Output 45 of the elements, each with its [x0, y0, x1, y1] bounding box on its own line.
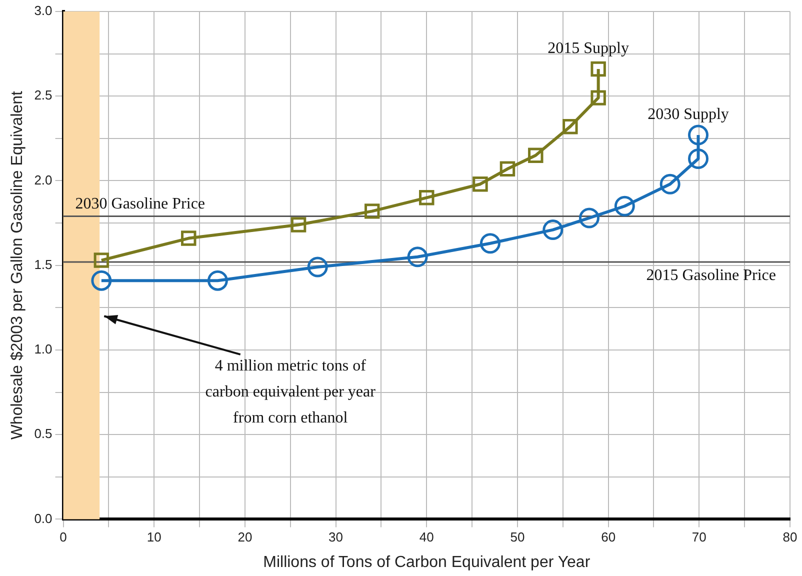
point — [578, 208, 600, 228]
point — [91, 270, 112, 291]
y-tick-label: 1.5 — [34, 256, 52, 272]
point — [660, 174, 680, 194]
point — [307, 256, 328, 278]
y-tick-label: 3.0 — [34, 3, 52, 18]
point — [500, 161, 516, 176]
point — [290, 217, 306, 232]
point — [688, 148, 708, 169]
x-tick-label: 0 — [60, 530, 67, 545]
point — [419, 190, 434, 206]
text: 0.0 — [34, 510, 52, 526]
y-tick-label: 0.5 — [34, 426, 52, 442]
x-axis-title: Millions of Tons of Carbon Equivalent per Year — [263, 554, 591, 571]
x-tick-label: 40 — [419, 530, 434, 545]
point — [207, 270, 228, 291]
y-tick-label: 2.5 — [34, 88, 52, 103]
y-tick-label: 2.0 — [34, 172, 52, 188]
annotation: 4 million metric tons of carbon equivalent per year from corn ethanol — [205, 358, 376, 427]
point — [562, 118, 578, 134]
point — [94, 252, 110, 268]
point — [688, 124, 708, 146]
point — [528, 148, 544, 163]
ref-line-label: 2030 Gasoline Price — [75, 195, 206, 212]
point — [472, 176, 488, 192]
y-tick-label: 1.0 — [34, 342, 52, 357]
point — [590, 90, 606, 106]
x-tick-label: 50 — [510, 530, 525, 545]
x-tick-label: 20 — [238, 530, 252, 545]
series-label: 2015 Supply — [548, 40, 629, 58]
x-tick-label: 10 — [146, 530, 162, 545]
point — [614, 196, 635, 216]
point — [480, 233, 500, 254]
x-tick-label: 60 — [601, 530, 616, 545]
y-axis-title: Wholesale $2003 per Gallon Gasoline Equivalent — [9, 90, 26, 440]
point — [364, 204, 380, 219]
series-label: 2030 Supply — [648, 106, 729, 124]
point — [542, 220, 564, 240]
point — [181, 230, 196, 246]
ref-line-label: 2015 Gasoline Price — [646, 267, 776, 284]
point — [590, 61, 606, 77]
x-tick-label: 30 — [328, 530, 344, 545]
x-tick-label: 80 — [782, 530, 798, 545]
point — [407, 246, 428, 268]
x-tick-label: 70 — [692, 530, 706, 545]
